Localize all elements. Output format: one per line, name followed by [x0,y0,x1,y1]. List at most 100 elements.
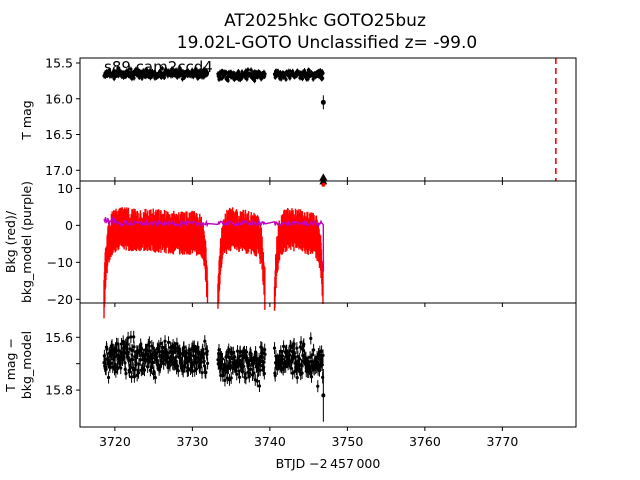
top-data-point [175,68,179,72]
bottom-data-point [310,353,314,357]
bottom-data-point [252,371,256,375]
bottom-data-point [147,340,151,344]
top-data-point [220,76,225,80]
bottom-data-point [235,372,239,376]
bottom-data-point [106,375,111,380]
bottom-data-point [146,365,150,369]
top-data-point [160,66,164,70]
x-tick-label: 3740 [254,434,286,449]
bottom-data-point [130,348,134,352]
bottom-data-point [119,366,123,370]
x-tick-label: 3720 [99,434,131,449]
bottom-data-point [167,351,171,355]
bkg-outlier-point [321,182,326,187]
bottom-data-point [223,378,227,383]
bottom-data-point [311,348,316,352]
bottom-data-point [217,348,221,352]
bottom-data-point [292,342,296,346]
bottom-data-point [262,360,266,364]
top-data-point [245,77,249,81]
bottom-data-point [116,366,120,371]
bottom-data-point [120,358,125,362]
bottom-data-point [302,342,306,346]
bottom-data-point [225,353,229,358]
y-tick-label: −10 [47,255,73,270]
bottom-data-point [227,347,231,352]
bottom-data-point [152,369,156,374]
bottom-data-point [320,349,324,353]
y-tick-label: 16.0 [45,91,73,106]
bottom-data-point [138,358,142,362]
bottom-data-point [132,335,136,339]
top-data-point [321,71,325,75]
bottom-data-point [280,354,285,358]
bottom-data-point [255,379,259,383]
bottom-data-point [254,350,258,354]
bottom-data-point [309,375,314,379]
bottom-data-point [176,369,180,373]
bottom-data-point [238,350,242,354]
top-data-point [307,68,311,72]
bottom-data-point [111,365,115,369]
bottom-data-point [136,371,141,375]
bottom-data-point [132,375,136,379]
bottom-data-point [162,362,166,366]
chart-title-line1: AT2025hkc GOTO25buz [224,11,426,31]
bottom-data-point [273,373,277,378]
bottom-data-point [166,340,171,344]
bottom-data-point [131,358,135,362]
bottom-data-point [237,358,241,363]
bottom-data-point [105,347,109,351]
bottom-data-point [129,375,134,379]
bottom-panel-data [102,330,326,422]
y-tick-label: 17.0 [45,163,73,178]
top-outlier-point [320,99,326,105]
bottom-data-point [316,384,320,388]
y-tick-label: 10 [57,181,73,196]
bottom-data-point [263,352,267,356]
bottom-data-point [228,363,233,368]
bottom-panel-frame [79,302,577,428]
x-tick-label: 3770 [486,434,518,449]
y-tick-label: −20 [47,292,73,307]
bottom-data-point [300,371,304,375]
bottom-data-point [114,370,118,374]
top-data-point [284,77,288,81]
top-data-point [206,71,210,75]
bottom-data-point [298,357,302,361]
bottom-outlier-point [321,393,326,398]
bottom-data-point [113,362,117,366]
bottom-ylabel-line2: bkg_model [19,331,34,399]
middle-ylabel-line1: Bkg (red)/ [3,210,18,273]
bottom-data-point [233,355,237,359]
bottom-data-point [121,339,125,343]
bottom-data-point [258,368,262,372]
bottom-data-point [309,336,313,340]
bottom-data-point [293,369,297,374]
bottom-data-point [151,360,155,364]
bottom-data-point [142,368,147,372]
bottom-ylabel-line1: T mag − [3,338,18,393]
bottom-data-point [132,345,136,349]
bottom-data-point [300,363,304,368]
top-panel-data [102,58,557,185]
top-data-point [116,66,120,70]
middle-ylabel-line2: bkg_model (purple) [19,181,34,303]
top-data-point [129,67,133,71]
bottom-data-point [308,355,312,359]
bottom-data-point [205,349,209,353]
bottom-data-point [262,371,266,376]
chart-title-line2: 19.02L-GOTO Unclassified z= -99.0 [177,33,477,53]
bottom-data-point [119,342,124,346]
bottom-data-point [281,344,286,348]
bottom-data-point [244,376,248,380]
bottom-data-point [150,353,154,357]
bottom-data-point [182,345,186,349]
top-data-point [321,76,325,80]
top-data-point [305,71,309,76]
bottom-data-point [137,362,141,366]
bottom-data-point [291,371,295,375]
top-data-point [226,78,230,83]
bottom-data-point [128,365,133,369]
bottom-data-point [171,343,175,347]
